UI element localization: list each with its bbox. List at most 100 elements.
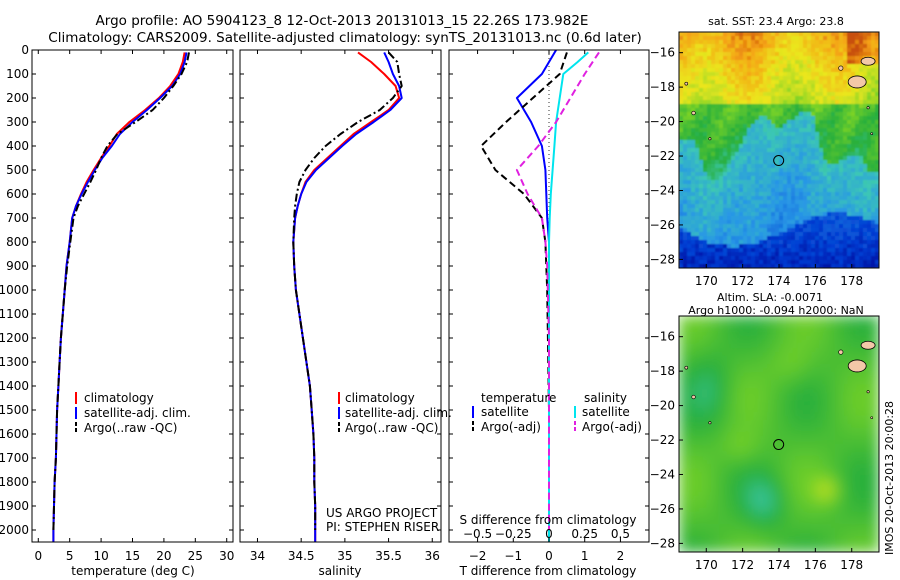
heatmap-cell bbox=[835, 108, 840, 113]
heatmap-cell bbox=[687, 56, 692, 61]
heatmap-cell bbox=[855, 244, 860, 249]
heatmap-cell bbox=[839, 208, 844, 213]
heatmap-cell bbox=[855, 132, 860, 137]
heatmap-cell bbox=[807, 208, 812, 213]
heatmap-cell bbox=[839, 212, 844, 217]
heatmap-cell bbox=[771, 388, 776, 393]
heatmap-cell bbox=[843, 224, 848, 229]
heatmap-cell bbox=[695, 48, 700, 53]
heatmap-cell bbox=[827, 100, 832, 105]
heatmap-cell bbox=[683, 88, 688, 93]
heatmap-cell bbox=[727, 184, 732, 189]
heatmap-cell bbox=[819, 32, 824, 37]
heatmap-cell bbox=[711, 220, 716, 225]
heatmap-cell bbox=[719, 60, 724, 65]
heatmap-cell bbox=[807, 452, 812, 457]
heatmap-cell bbox=[823, 332, 828, 337]
heatmap-cell bbox=[775, 200, 780, 205]
heatmap-cell bbox=[811, 176, 816, 181]
heatmap-cell bbox=[779, 168, 784, 173]
heatmap-cell bbox=[823, 220, 828, 225]
heatmap-cell bbox=[735, 464, 740, 469]
heatmap-cell bbox=[819, 136, 824, 141]
heatmap-cell bbox=[815, 424, 820, 429]
heatmap-cell bbox=[867, 156, 872, 161]
heatmap-cell bbox=[795, 56, 800, 61]
heatmap-cell bbox=[779, 44, 784, 49]
heatmap-cell bbox=[743, 396, 748, 401]
heatmap-cell bbox=[707, 320, 712, 325]
heatmap-cell bbox=[767, 244, 772, 249]
heatmap-cell bbox=[731, 448, 736, 453]
heatmap-cell bbox=[743, 428, 748, 433]
heatmap-cell bbox=[807, 412, 812, 417]
heatmap-cell bbox=[691, 184, 696, 189]
heatmap-cell bbox=[687, 180, 692, 185]
heatmap-cell bbox=[783, 420, 788, 425]
heatmap-cell bbox=[867, 44, 872, 49]
heatmap-cell bbox=[863, 460, 868, 465]
heatmap-cell bbox=[679, 60, 684, 65]
heatmap-cell bbox=[679, 260, 684, 265]
heatmap-cell bbox=[691, 120, 696, 125]
heatmap-cell bbox=[807, 32, 812, 37]
heatmap-cell bbox=[719, 140, 724, 145]
heatmap-cell bbox=[783, 192, 788, 197]
heatmap-cell bbox=[799, 352, 804, 357]
heatmap-cell bbox=[747, 432, 752, 437]
heatmap-cell bbox=[679, 108, 684, 113]
heatmap-cell bbox=[759, 220, 764, 225]
heatmap-cell bbox=[743, 324, 748, 329]
heatmap-cell bbox=[819, 60, 824, 65]
heatmap-cell bbox=[747, 152, 752, 157]
heatmap-cell bbox=[691, 196, 696, 201]
heatmap-cell bbox=[715, 256, 720, 261]
heatmap-cell bbox=[683, 100, 688, 105]
heatmap-cell bbox=[787, 100, 792, 105]
heatmap-cell bbox=[771, 460, 776, 465]
heatmap-cell bbox=[755, 428, 760, 433]
heatmap-cell bbox=[699, 184, 704, 189]
heatmap-cell bbox=[851, 40, 856, 45]
heatmap-cell bbox=[691, 72, 696, 77]
heatmap-cell bbox=[699, 120, 704, 125]
heatmap-cell bbox=[855, 104, 860, 109]
heatmap-cell bbox=[783, 364, 788, 369]
difference-panel: S difference from climatology T differen… bbox=[448, 49, 650, 578]
heatmap-cell bbox=[787, 140, 792, 145]
heatmap-cell bbox=[723, 264, 728, 268]
series-line-temperature-argo-adj- bbox=[480, 52, 568, 530]
heatmap-cell bbox=[771, 180, 776, 185]
heatmap-cell bbox=[775, 212, 780, 217]
heatmap-cell bbox=[847, 252, 852, 257]
heatmap-cell bbox=[719, 32, 724, 37]
heatmap-cell bbox=[779, 388, 784, 393]
heatmap-cell bbox=[755, 140, 760, 145]
heatmap-cell bbox=[727, 372, 732, 377]
heatmap-cell bbox=[871, 416, 876, 421]
heatmap-cell bbox=[695, 72, 700, 77]
heatmap-cell bbox=[875, 124, 879, 129]
heatmap-cell bbox=[847, 200, 852, 205]
heatmap-cell bbox=[779, 84, 784, 89]
heatmap-cell bbox=[747, 344, 752, 349]
heatmap-cell bbox=[735, 376, 740, 381]
heatmap-cell bbox=[747, 212, 752, 217]
heatmap-cell bbox=[711, 460, 716, 465]
heatmap-cell bbox=[707, 324, 712, 329]
heatmap-cell bbox=[699, 204, 704, 209]
heatmap-cell bbox=[863, 172, 868, 177]
heatmap-cell bbox=[699, 140, 704, 145]
heatmap-cell bbox=[823, 408, 828, 413]
island-shape bbox=[691, 110, 696, 116]
heatmap-cell bbox=[743, 436, 748, 441]
heatmap-cell bbox=[811, 452, 816, 457]
heatmap-cell bbox=[871, 52, 876, 57]
heatmap-cell bbox=[831, 44, 836, 49]
heatmap-cell bbox=[843, 148, 848, 153]
heatmap-cell bbox=[779, 184, 784, 189]
heatmap-cell bbox=[759, 256, 764, 261]
heatmap-cell bbox=[855, 420, 860, 425]
temperature-plot-area bbox=[52, 52, 190, 542]
heatmap-cell bbox=[719, 80, 724, 85]
